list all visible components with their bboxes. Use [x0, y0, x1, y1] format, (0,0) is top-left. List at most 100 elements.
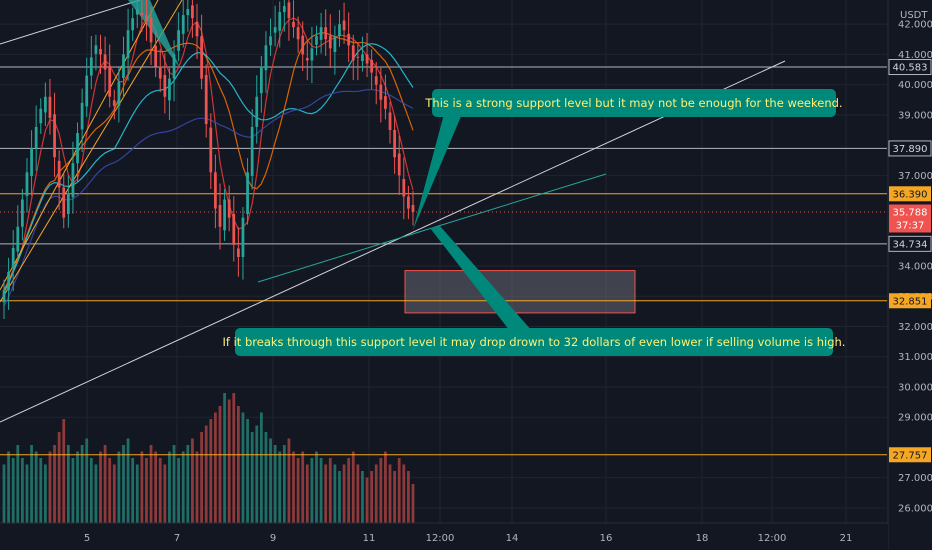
candle-body[interactable] — [379, 84, 383, 100]
candle-body[interactable] — [48, 96, 52, 118]
annotations[interactable]: This is a strong support level but it ma… — [223, 89, 846, 356]
candle-body[interactable] — [186, 9, 190, 16]
candle-body[interactable] — [62, 187, 66, 218]
candle-body[interactable] — [30, 148, 33, 176]
candle-body[interactable] — [241, 217, 245, 257]
candle-body[interactable] — [122, 54, 125, 78]
time-axis-background[interactable] — [0, 524, 888, 550]
candle-body[interactable] — [397, 153, 401, 176]
candle-body[interactable] — [310, 48, 314, 61]
candle-body[interactable] — [209, 127, 213, 173]
candle-body[interactable] — [338, 24, 341, 37]
candle-body[interactable] — [135, 9, 139, 15]
candlesticks[interactable] — [2, 0, 415, 319]
candle-body[interactable] — [80, 102, 84, 130]
candle-body[interactable] — [264, 45, 268, 71]
trend-line[interactable] — [0, 0, 183, 303]
candle-body[interactable] — [2, 290, 6, 303]
candle-body[interactable] — [218, 204, 222, 227]
trend-lines[interactable] — [0, 0, 786, 423]
candle-body[interactable] — [131, 18, 135, 31]
candle-body[interactable] — [333, 36, 337, 52]
candle-body[interactable] — [149, 17, 153, 43]
trend-line[interactable] — [0, 60, 786, 423]
candle-body[interactable] — [158, 66, 162, 79]
candle-body[interactable] — [94, 45, 98, 54]
candle-body[interactable] — [204, 74, 208, 124]
candle-body[interactable] — [361, 54, 364, 62]
candle-body[interactable] — [365, 54, 369, 64]
candle-body[interactable] — [328, 35, 332, 49]
candle-body[interactable] — [259, 66, 263, 94]
candle-body[interactable] — [296, 27, 300, 40]
candle-body[interactable] — [172, 54, 176, 79]
price-axis-background[interactable] — [889, 0, 932, 523]
candle-body[interactable] — [236, 248, 240, 257]
candle-body[interactable] — [66, 193, 70, 215]
candle-body[interactable] — [103, 54, 107, 70]
candle-body[interactable] — [246, 172, 249, 215]
candle-body[interactable] — [287, 2, 291, 19]
candle-body[interactable] — [351, 45, 355, 61]
candle-body[interactable] — [57, 160, 61, 188]
candle-body[interactable] — [145, 15, 148, 22]
annotation-box[interactable] — [432, 89, 836, 117]
candle-body[interactable] — [177, 30, 181, 51]
candle-body[interactable] — [140, 12, 144, 16]
candle-body[interactable] — [232, 214, 236, 245]
candle-body[interactable] — [411, 204, 415, 212]
candle-body[interactable] — [384, 96, 387, 109]
candle-body[interactable] — [108, 65, 112, 97]
candle-body[interactable] — [200, 36, 203, 79]
target-zone-box[interactable] — [404, 270, 636, 314]
candle-body[interactable] — [71, 163, 75, 198]
candle-body[interactable] — [250, 126, 254, 176]
candle-body[interactable] — [269, 36, 272, 46]
candle-body[interactable] — [168, 78, 171, 101]
candle-body[interactable] — [292, 21, 295, 28]
candle-body[interactable] — [319, 27, 323, 40]
candle-body[interactable] — [99, 48, 102, 55]
trend-line[interactable] — [0, 0, 159, 291]
candle-body[interactable] — [53, 114, 56, 158]
candle-body[interactable] — [195, 21, 199, 37]
candle-body[interactable] — [25, 172, 29, 196]
candle-body[interactable] — [301, 35, 305, 55]
candle-body[interactable] — [112, 100, 116, 106]
candle-body[interactable] — [117, 81, 121, 106]
candle-body[interactable] — [342, 20, 346, 31]
candle-body[interactable] — [305, 58, 309, 61]
candle-body[interactable] — [163, 74, 167, 97]
candle-body[interactable] — [278, 12, 282, 31]
candle-body[interactable] — [223, 199, 226, 231]
candle-body[interactable] — [315, 36, 318, 45]
candle-body[interactable] — [393, 129, 396, 158]
candle-body[interactable] — [16, 226, 20, 252]
candle-body[interactable] — [402, 178, 406, 197]
candle-body[interactable] — [407, 196, 410, 209]
candle-body[interactable] — [21, 199, 24, 227]
candle-body[interactable] — [227, 199, 231, 218]
candle-body[interactable] — [255, 96, 259, 127]
candle-body[interactable] — [370, 59, 374, 73]
candle-body[interactable] — [388, 112, 392, 130]
candle-body[interactable] — [34, 126, 38, 149]
candle-body[interactable] — [85, 75, 89, 107]
candle-body[interactable] — [11, 247, 15, 269]
candle-body[interactable] — [374, 76, 378, 85]
candle-body[interactable] — [43, 96, 47, 113]
candle-body[interactable] — [356, 56, 360, 58]
candle-body[interactable] — [126, 30, 130, 59]
candle-body[interactable] — [282, 6, 286, 13]
candle-body[interactable] — [154, 45, 158, 67]
candle-body[interactable] — [324, 27, 328, 40]
candle-body[interactable] — [7, 272, 10, 291]
trend-line[interactable] — [0, 0, 141, 45]
candle-body[interactable] — [181, 15, 185, 34]
candle-body[interactable] — [347, 33, 351, 46]
candle-body[interactable] — [89, 57, 93, 76]
candle-body[interactable] — [191, 5, 194, 19]
target-zone[interactable] — [404, 270, 636, 314]
candle-body[interactable] — [76, 133, 79, 164]
